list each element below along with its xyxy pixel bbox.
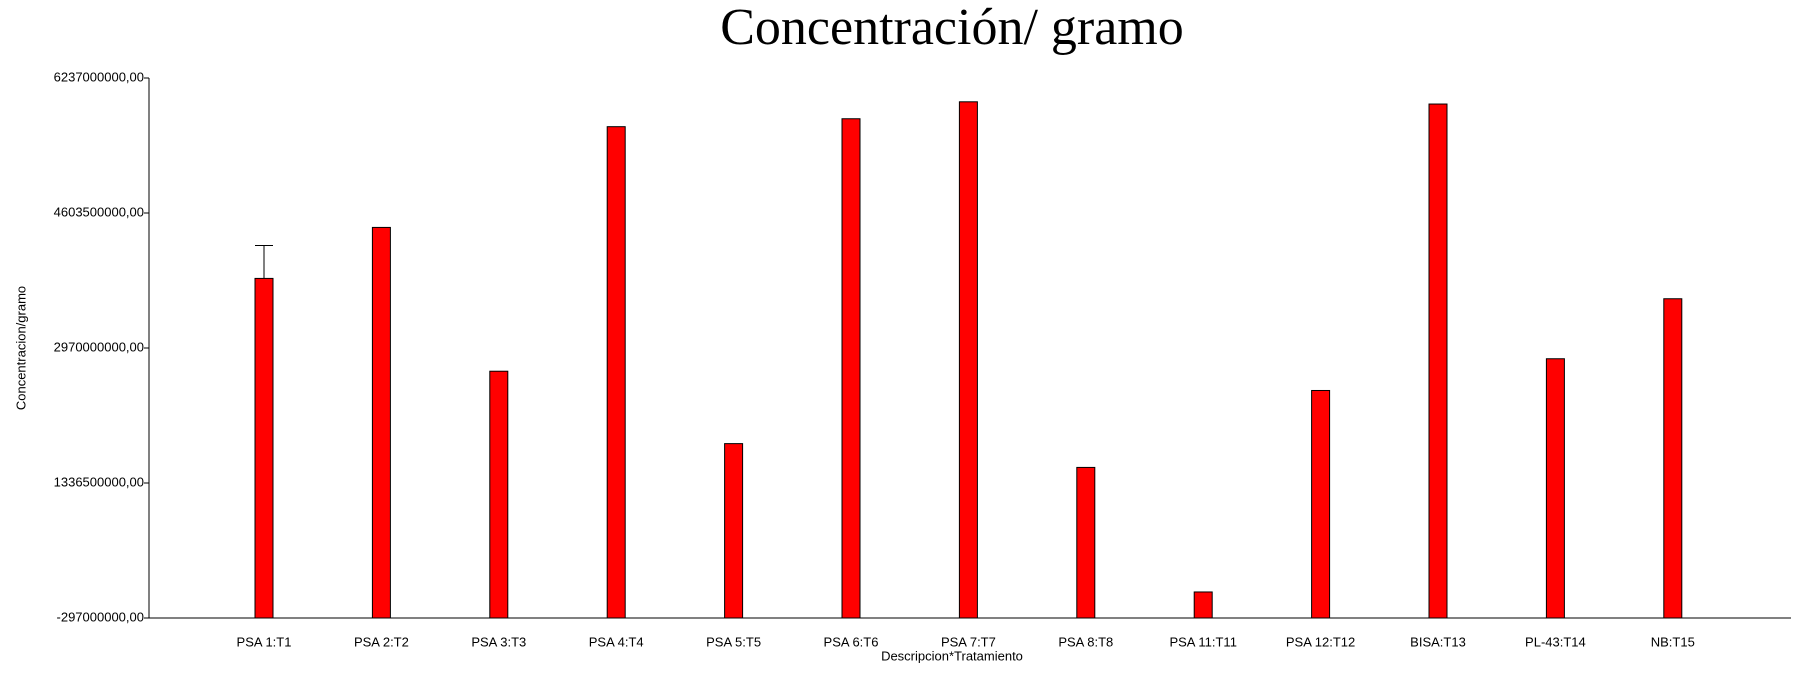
bar (841, 118, 861, 619)
bar (958, 101, 978, 619)
x-axis-label: Descripcion*Tratamiento (881, 648, 1023, 663)
x-tick-label: PSA 2:T2 (354, 634, 409, 649)
x-tick-label: BISA:T13 (1410, 634, 1466, 649)
bar (1076, 466, 1096, 619)
bar (489, 370, 509, 619)
x-tick-label: PSA 6:T6 (824, 634, 879, 649)
bar (1545, 358, 1565, 619)
y-tick-label: -297000000,00 (57, 609, 144, 624)
bar (1311, 389, 1331, 619)
bar (1193, 591, 1213, 619)
chart-title: Concentración/ gramo (720, 0, 1184, 56)
x-tick-label: PSA 5:T5 (706, 634, 761, 649)
y-tick-label: 4603500000,00 (54, 204, 144, 219)
x-tick-label: PSA 7:T7 (941, 634, 996, 649)
y-tick-label: 6237000000,00 (54, 69, 144, 84)
x-tick-label: PL-43:T14 (1525, 634, 1586, 649)
x-tick-label: PSA 3:T3 (471, 634, 526, 649)
x-tick-label: PSA 11:T11 (1169, 634, 1236, 649)
bar (724, 443, 744, 619)
x-tick-label: PSA 1:T1 (237, 634, 292, 649)
bar (254, 277, 274, 619)
bar (1428, 103, 1448, 619)
x-tick-label: PSA 4:T4 (589, 634, 644, 649)
y-axis-label: Concentracion/gramo (13, 286, 28, 410)
x-tick-label: NB:T15 (1651, 634, 1695, 649)
x-tick-label: PSA 12:T12 (1286, 634, 1355, 649)
y-tick-label: 1336500000,00 (54, 474, 144, 489)
bar (371, 226, 391, 619)
bar (606, 126, 626, 619)
y-tick-label: 2970000000,00 (54, 339, 144, 354)
x-tick-label: PSA 8:T8 (1058, 634, 1113, 649)
bar (1663, 298, 1683, 619)
